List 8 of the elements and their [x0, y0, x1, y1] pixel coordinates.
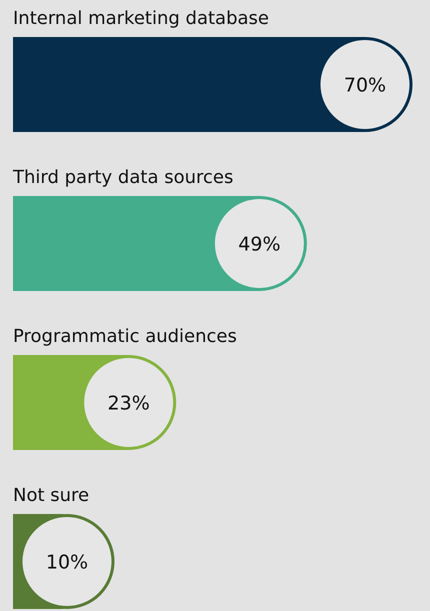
y-tick-label: Third party data sources — [12, 167, 234, 188]
data-label: 10% — [46, 552, 88, 574]
data-label: 23% — [108, 392, 150, 414]
y-tick-label: Internal marketing database — [13, 8, 269, 29]
data-label: 49% — [238, 234, 281, 256]
y-tick-label: Programmatic audiences — [13, 326, 237, 347]
y-tick-label: Not sure — [13, 485, 90, 506]
data-label: 70% — [344, 74, 386, 96]
